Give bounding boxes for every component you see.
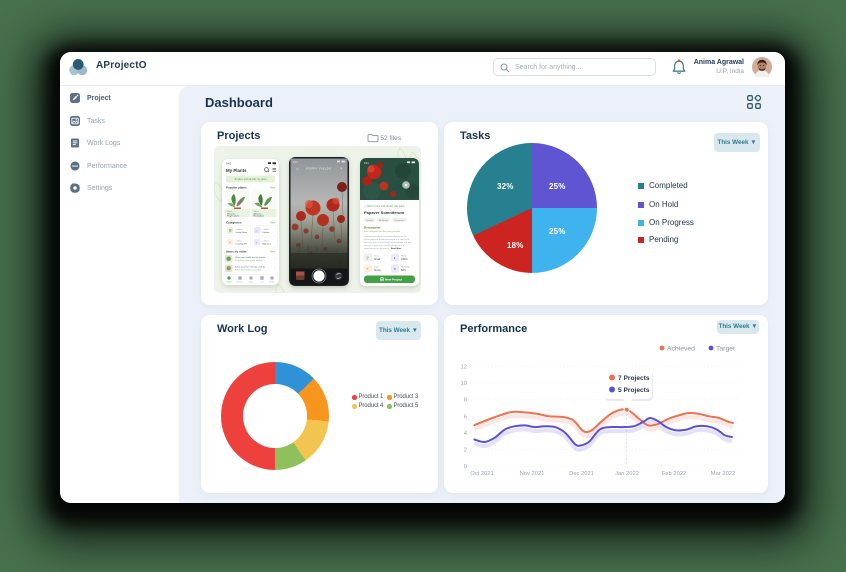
svg-text:flowering plant in the family: flowering plant in the family Papaverace… [364,241,412,244]
svg-text:2: 2 [464,447,467,453]
svg-text:10: 10 [461,381,467,387]
svg-text:♪: ♪ [256,240,258,244]
svg-text:12: 12 [461,365,467,371]
svg-text:Explore: Explore [237,281,243,284]
svg-text:Categories: Categories [226,221,242,225]
svg-text:+ More: + More [263,239,270,242]
svg-text:Dec 2021: Dec 2021 [569,471,594,477]
svg-text:Oct 2021: Oct 2021 [470,471,494,477]
svg-text:New Project: New Project [385,277,402,281]
svg-text:poppy seeds are derived a... R: poppy seeds are derived a... Read More [364,247,402,250]
svg-text:0: 0 [464,464,467,470]
svg-text:+ More: + More [263,228,270,231]
svg-text:›: › [274,266,275,270]
svg-text:165ml: 165ml [401,258,408,261]
svg-text:POPPY FIELDS: POPPY FIELDS [307,167,332,171]
svg-text:My Plants: My Plants [226,168,247,173]
svg-text:Cart: Cart [260,281,264,284]
svg-text:Alocasia: Alocasia [254,212,263,215]
svg-text:✿: ✿ [229,229,232,233]
svg-text:6: 6 [464,414,467,420]
svg-text:Target: Target [716,346,735,353]
svg-text:When your fiddle leaf fig leav: When your fiddle leaf fig leaves [235,256,266,259]
svg-text:❄: ❄ [394,267,397,271]
svg-text:Humidity: Humidity [401,266,410,269]
svg-text:9:41: 9:41 [293,161,298,164]
svg-text:Achieved: Achieved [667,346,695,353]
svg-text:9:41: 9:41 [364,162,369,165]
svg-text:Drawing Rm: Drawing Rm [236,242,248,245]
svg-text:Small: Small [374,258,380,261]
svg-text:Papaver Somniferum: Papaver Somniferum [364,210,404,215]
svg-text:Sunny: Sunny [374,269,382,272]
svg-text:Mar 2022: Mar 2022 [711,471,736,477]
svg-text:✕: ✕ [340,167,343,171]
svg-text:Description: Description [364,226,381,230]
svg-text:Feb 2022: Feb 2022 [662,471,687,477]
svg-text:☀: ☀ [366,267,369,271]
svg-text:Living Room: Living Room [236,232,248,234]
svg-text:Bedroom: Bedroom [263,242,272,245]
svg-text:Popular plants: Popular plants [226,186,247,190]
svg-text:Good: Good [254,211,259,213]
svg-text:Soon-to-arrive monstera will b: Soon-to-arrive monstera will be [235,266,266,269]
svg-text:Home: Home [226,282,231,284]
svg-text:●: ● [393,256,395,260]
svg-text:8: 8 [464,398,467,404]
svg-text:Nov 2021: Nov 2021 [520,471,545,477]
svg-text:Profile: Profile [269,281,274,284]
svg-text:A little more patience needed.: A little more patience needed... [235,269,263,272]
svg-text:5 Projects: 5 Projects [618,387,650,394]
svg-text:Snap: Snap [249,282,253,284]
svg-text:+ More: + More [236,239,243,242]
svg-text:☀: ☀ [229,240,232,244]
svg-text:All Family: All Family [379,219,388,222]
svg-text:4: 4 [464,431,468,437]
svg-text:opium poppy or breadseed poppy: opium poppy or breadseed poppy, is a spe… [364,238,410,241]
svg-text:7 Projects: 7 Projects [618,375,650,382]
svg-text:Maranta: Maranta [227,212,235,215]
svg-text:Psst! It likes the humid weath: Psst! It likes the humid weather... [235,259,265,262]
svg-text:Kitchen: Kitchen [263,231,271,234]
svg-text:9:41: 9:41 [226,162,232,166]
svg-text:View: View [270,251,275,254]
svg-text:50%: 50% [401,269,407,272]
svg-text:Items by order: Items by order [226,250,248,254]
svg-text:Papaver somniferum, commonly k: Papaver somniferum, commonly known as th… [364,235,407,238]
svg-text:Prayer plants: Prayer plants [227,215,239,218]
svg-text:+ More: + More [236,228,243,231]
svg-text:⌂: ⌂ [256,229,258,233]
svg-text:View: View [270,222,275,225]
svg-text:Jan 2022: Jan 2022 [615,471,639,477]
svg-text:✓ How to care and identify thi: ✓ How to care and identify this plant [364,205,405,208]
svg-text:◇: ◇ [296,167,299,171]
svg-text:Even Wikipedia has this many p: Even Wikipedia has this many plant-life [364,230,401,233]
svg-text:›: › [274,257,275,261]
svg-text:Garden: Garden [366,220,373,222]
svg-text:Water: Water [401,255,407,258]
svg-text:View: View [270,187,275,190]
svg-text:species of plant from which bo: species of plant from which both opium a… [364,244,405,247]
svg-text:✿ Save and identify my plant: ✿ Save and identify my plant [234,177,266,181]
svg-text:Perennials: Perennials [395,220,404,222]
svg-text:Light: Light [374,266,379,269]
svg-text:⚲: ⚲ [366,256,368,260]
svg-text:Plant: Plant [374,255,379,258]
svg-text:Houseplant: Houseplant [254,215,265,218]
svg-text:Good: Good [227,211,232,213]
